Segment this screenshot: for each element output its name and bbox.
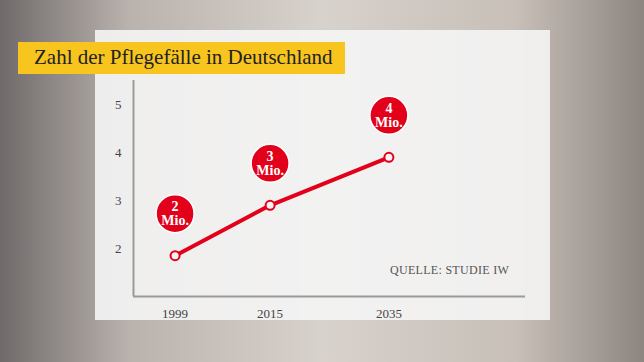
svg-text:1999: 1999 [162,306,188,321]
svg-text:2Mio.: 2Mio. [161,199,189,228]
svg-text:4: 4 [115,145,122,160]
svg-text:5: 5 [115,97,122,112]
svg-text:2015: 2015 [257,306,283,321]
svg-text:2: 2 [115,241,122,256]
svg-text:3: 3 [115,193,122,208]
html-text:Zahl der Pflegefälle in Deutsc: Zahl der Pflegefälle in Deutschland [34,45,333,69]
svg-text:3Mio.: 3Mio. [256,149,284,178]
html-text:QUELLE: STUDIE IW: QUELLE: STUDIE IW [390,263,510,277]
svg-text:2035: 2035 [376,306,402,321]
svg-text:4Mio.: 4Mio. [375,101,403,130]
